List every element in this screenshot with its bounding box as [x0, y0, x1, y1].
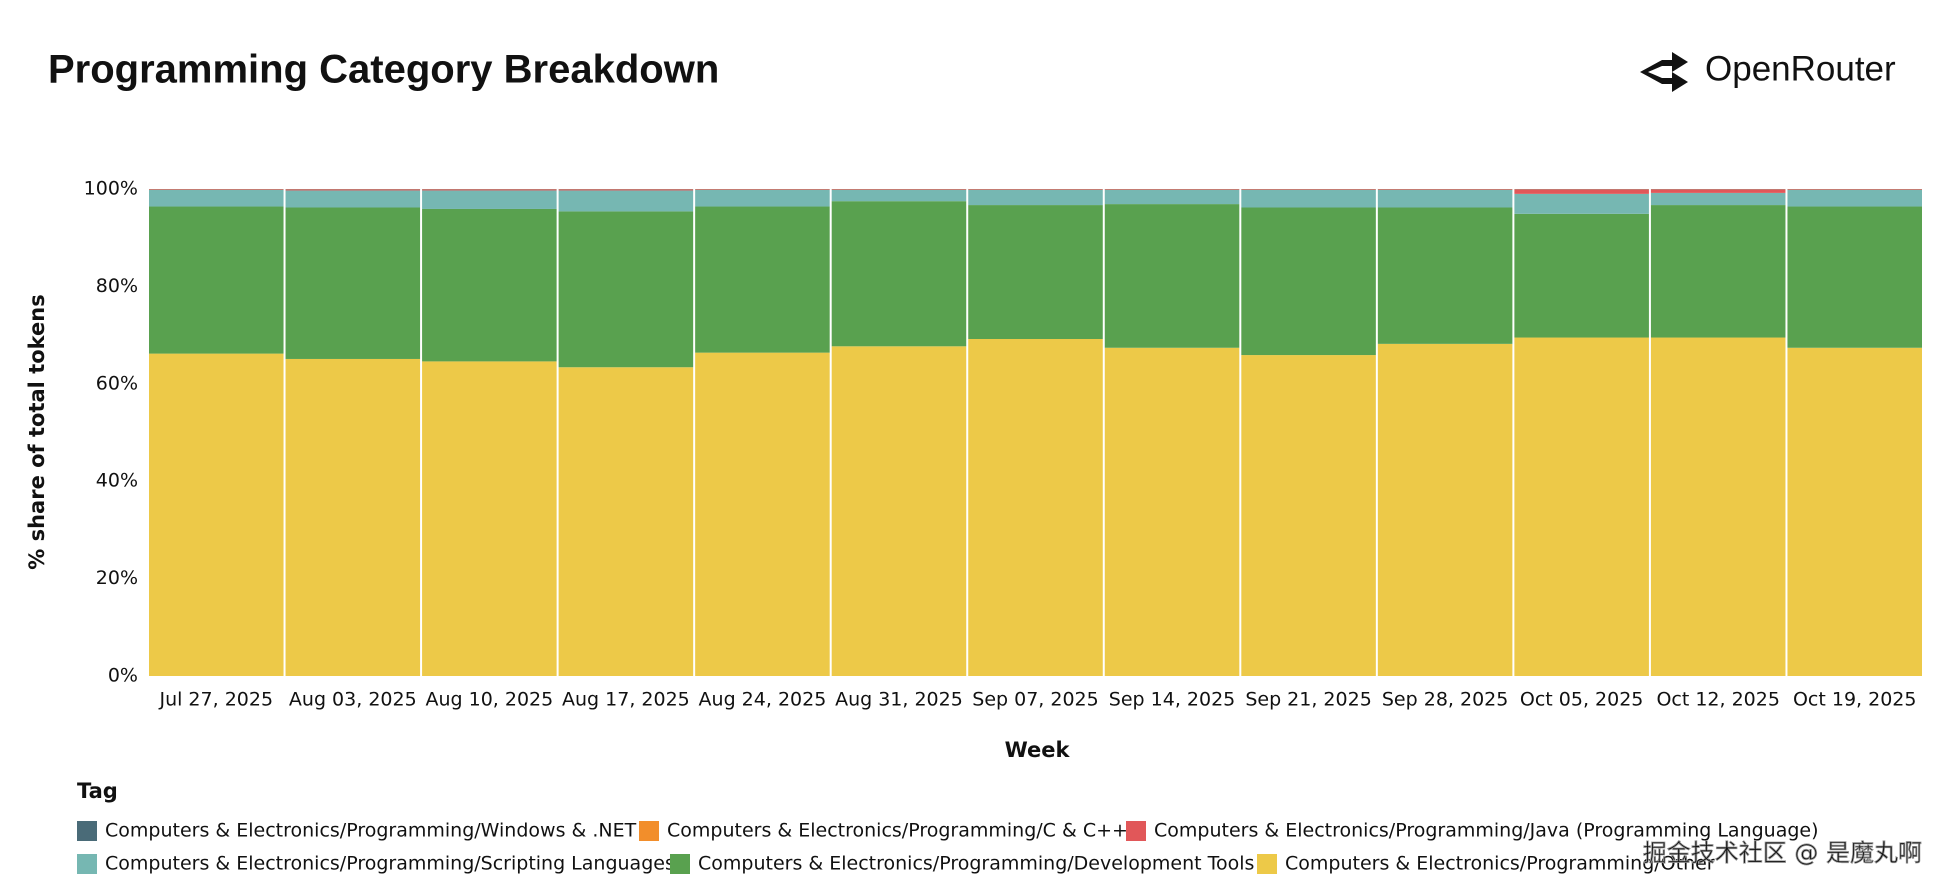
y-tick-label: 0%: [108, 665, 138, 687]
bar-segment: [831, 201, 967, 347]
x-tick-label: Aug 17, 2025: [562, 689, 690, 711]
y-tick-label: 40%: [96, 470, 138, 492]
legend-swatch: [77, 854, 97, 874]
bar-segment: [149, 353, 284, 676]
bar-segment: [968, 189, 1103, 206]
bar-segment: [285, 189, 421, 191]
y-axis-title: % share of total tokens: [25, 294, 49, 570]
y-tick-label: 80%: [96, 275, 138, 297]
y-tick-label: 100%: [84, 178, 138, 200]
bar-segment: [1514, 193, 1649, 214]
bar-segment: [1377, 343, 1513, 676]
bar-segment: [1650, 205, 1786, 338]
bar-segment: [422, 208, 557, 362]
bar-segment: [1104, 347, 1240, 676]
bar-segment: [1650, 189, 1786, 193]
bar-segment: [695, 189, 830, 207]
bar-segment: [968, 205, 1103, 339]
x-tick-label: Aug 10, 2025: [425, 689, 553, 711]
bar-segment: [422, 190, 557, 209]
bar-segment: [968, 338, 1103, 676]
brand-logo: [1640, 52, 1688, 92]
bar-segment: [422, 361, 557, 676]
legend-title: Tag: [77, 779, 118, 803]
x-tick-label: Jul 27, 2025: [158, 689, 273, 711]
x-tick-label: Oct 05, 2025: [1520, 689, 1644, 711]
bar-segment: [558, 367, 694, 676]
legend-swatch: [670, 854, 690, 874]
legend-label: Computers & Electronics/Programming/Java…: [1154, 820, 1819, 842]
x-tick-label: Sep 14, 2025: [1109, 689, 1235, 711]
watermark: 掘金技术社区 @ 是魔丸啊: [1643, 839, 1922, 867]
bar-segment: [558, 189, 694, 191]
bar-segment: [1514, 337, 1649, 676]
x-tick-label: Sep 07, 2025: [972, 689, 1098, 711]
bar-segment: [422, 189, 557, 191]
x-tick-label: Aug 03, 2025: [289, 689, 417, 711]
x-tick-label: Sep 28, 2025: [1382, 689, 1508, 711]
bar-segment: [1650, 192, 1786, 206]
bar-segment: [1377, 207, 1513, 344]
x-tick-label: Oct 12, 2025: [1656, 689, 1780, 711]
bar-segment: [1787, 347, 1922, 676]
logo-icon: [1640, 52, 1688, 92]
bar-segment: [831, 346, 967, 676]
bar-segment: [695, 206, 830, 353]
legend-label: Computers & Electronics/Programming/Deve…: [698, 853, 1254, 875]
brand-name: OpenRouter: [1705, 49, 1896, 88]
bar-segment: [1787, 206, 1922, 348]
legend-swatch: [1126, 821, 1146, 841]
x-tick-label: Aug 31, 2025: [835, 689, 963, 711]
bar-segment: [558, 190, 694, 212]
bar-segment: [1241, 189, 1376, 208]
x-tick-label: Aug 24, 2025: [699, 689, 827, 711]
legend-label: Computers & Electronics/Programming/Wind…: [105, 820, 637, 842]
bar-segment: [1104, 204, 1240, 348]
bar-segment: [285, 207, 421, 359]
x-tick-label: Sep 21, 2025: [1245, 689, 1371, 711]
bar-segment: [1514, 213, 1649, 338]
bar-segment: [1241, 355, 1376, 676]
bar-segment: [831, 189, 967, 202]
legend-swatch: [639, 821, 659, 841]
legend-swatch: [77, 821, 97, 841]
y-tick-label: 60%: [96, 372, 138, 394]
bar-segment: [1787, 189, 1922, 207]
bar-segment: [149, 206, 284, 354]
y-tick-label: 20%: [96, 567, 138, 589]
bar-segment: [149, 189, 284, 207]
bar-segment: [1650, 337, 1786, 676]
bar-segment: [285, 190, 421, 208]
legend-swatch: [1257, 854, 1277, 874]
x-axis-title: Week: [1005, 738, 1071, 762]
chart-title: Programming Category Breakdown: [48, 48, 719, 92]
legend-label: Computers & Electronics/Programming/Othe…: [1285, 853, 1715, 875]
legend-label: Computers & Electronics/Programming/Scri…: [105, 853, 675, 875]
bar-segment: [558, 211, 694, 368]
bar-segment: [1241, 207, 1376, 356]
bar-segment: [1514, 189, 1649, 194]
bar-segment: [1104, 189, 1240, 205]
bar-segment: [695, 352, 830, 676]
bar-segment: [285, 358, 421, 676]
bar-segment: [1377, 189, 1513, 208]
legend-label: Computers & Electronics/Programming/C & …: [667, 820, 1128, 842]
x-tick-label: Oct 19, 2025: [1793, 689, 1917, 711]
